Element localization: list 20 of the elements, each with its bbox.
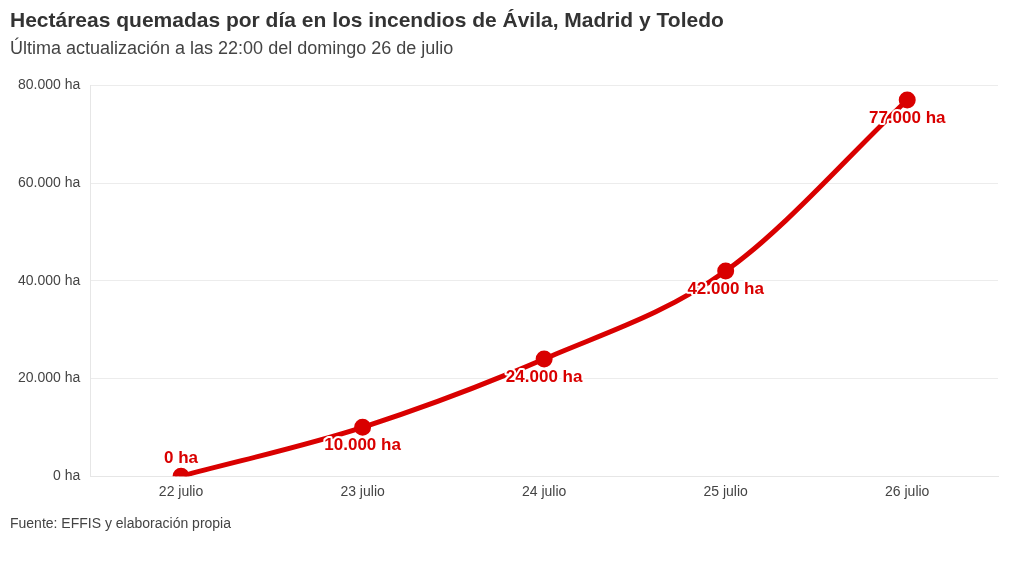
chart-title: Hectáreas quemadas por día en los incendios de Ávila, Madrid y Toledo [10,8,725,32]
point [354,418,372,436]
point [535,350,553,368]
x-tick-label: 22 julio [158,483,204,500]
y-tick-label: 40.000 ha [17,271,81,288]
x-tick-label: 25 julio [703,483,749,500]
point [717,262,735,280]
y-tick-label: 80.000 ha [17,76,81,93]
y-tick-label: 0 ha [53,467,81,484]
data-label: 10.000 ha [324,435,402,455]
point [898,91,916,109]
data-label: 0 ha [164,447,199,467]
chart-subtitle: Última actualización a las 22:00 del domingo 26 de julio [10,38,455,59]
x-tick-label: 26 julio [885,483,930,500]
x-tick-label: 23 julio [340,483,385,500]
data-label: 24.000 ha [505,366,583,386]
y-tick-label: 20.000 ha [17,369,81,386]
y-tick-label: 60.000 ha [17,173,81,190]
source-note: Fuente: EFFIS y elaboración propia [10,515,232,531]
x-tick-label: 24 julio [521,483,567,500]
